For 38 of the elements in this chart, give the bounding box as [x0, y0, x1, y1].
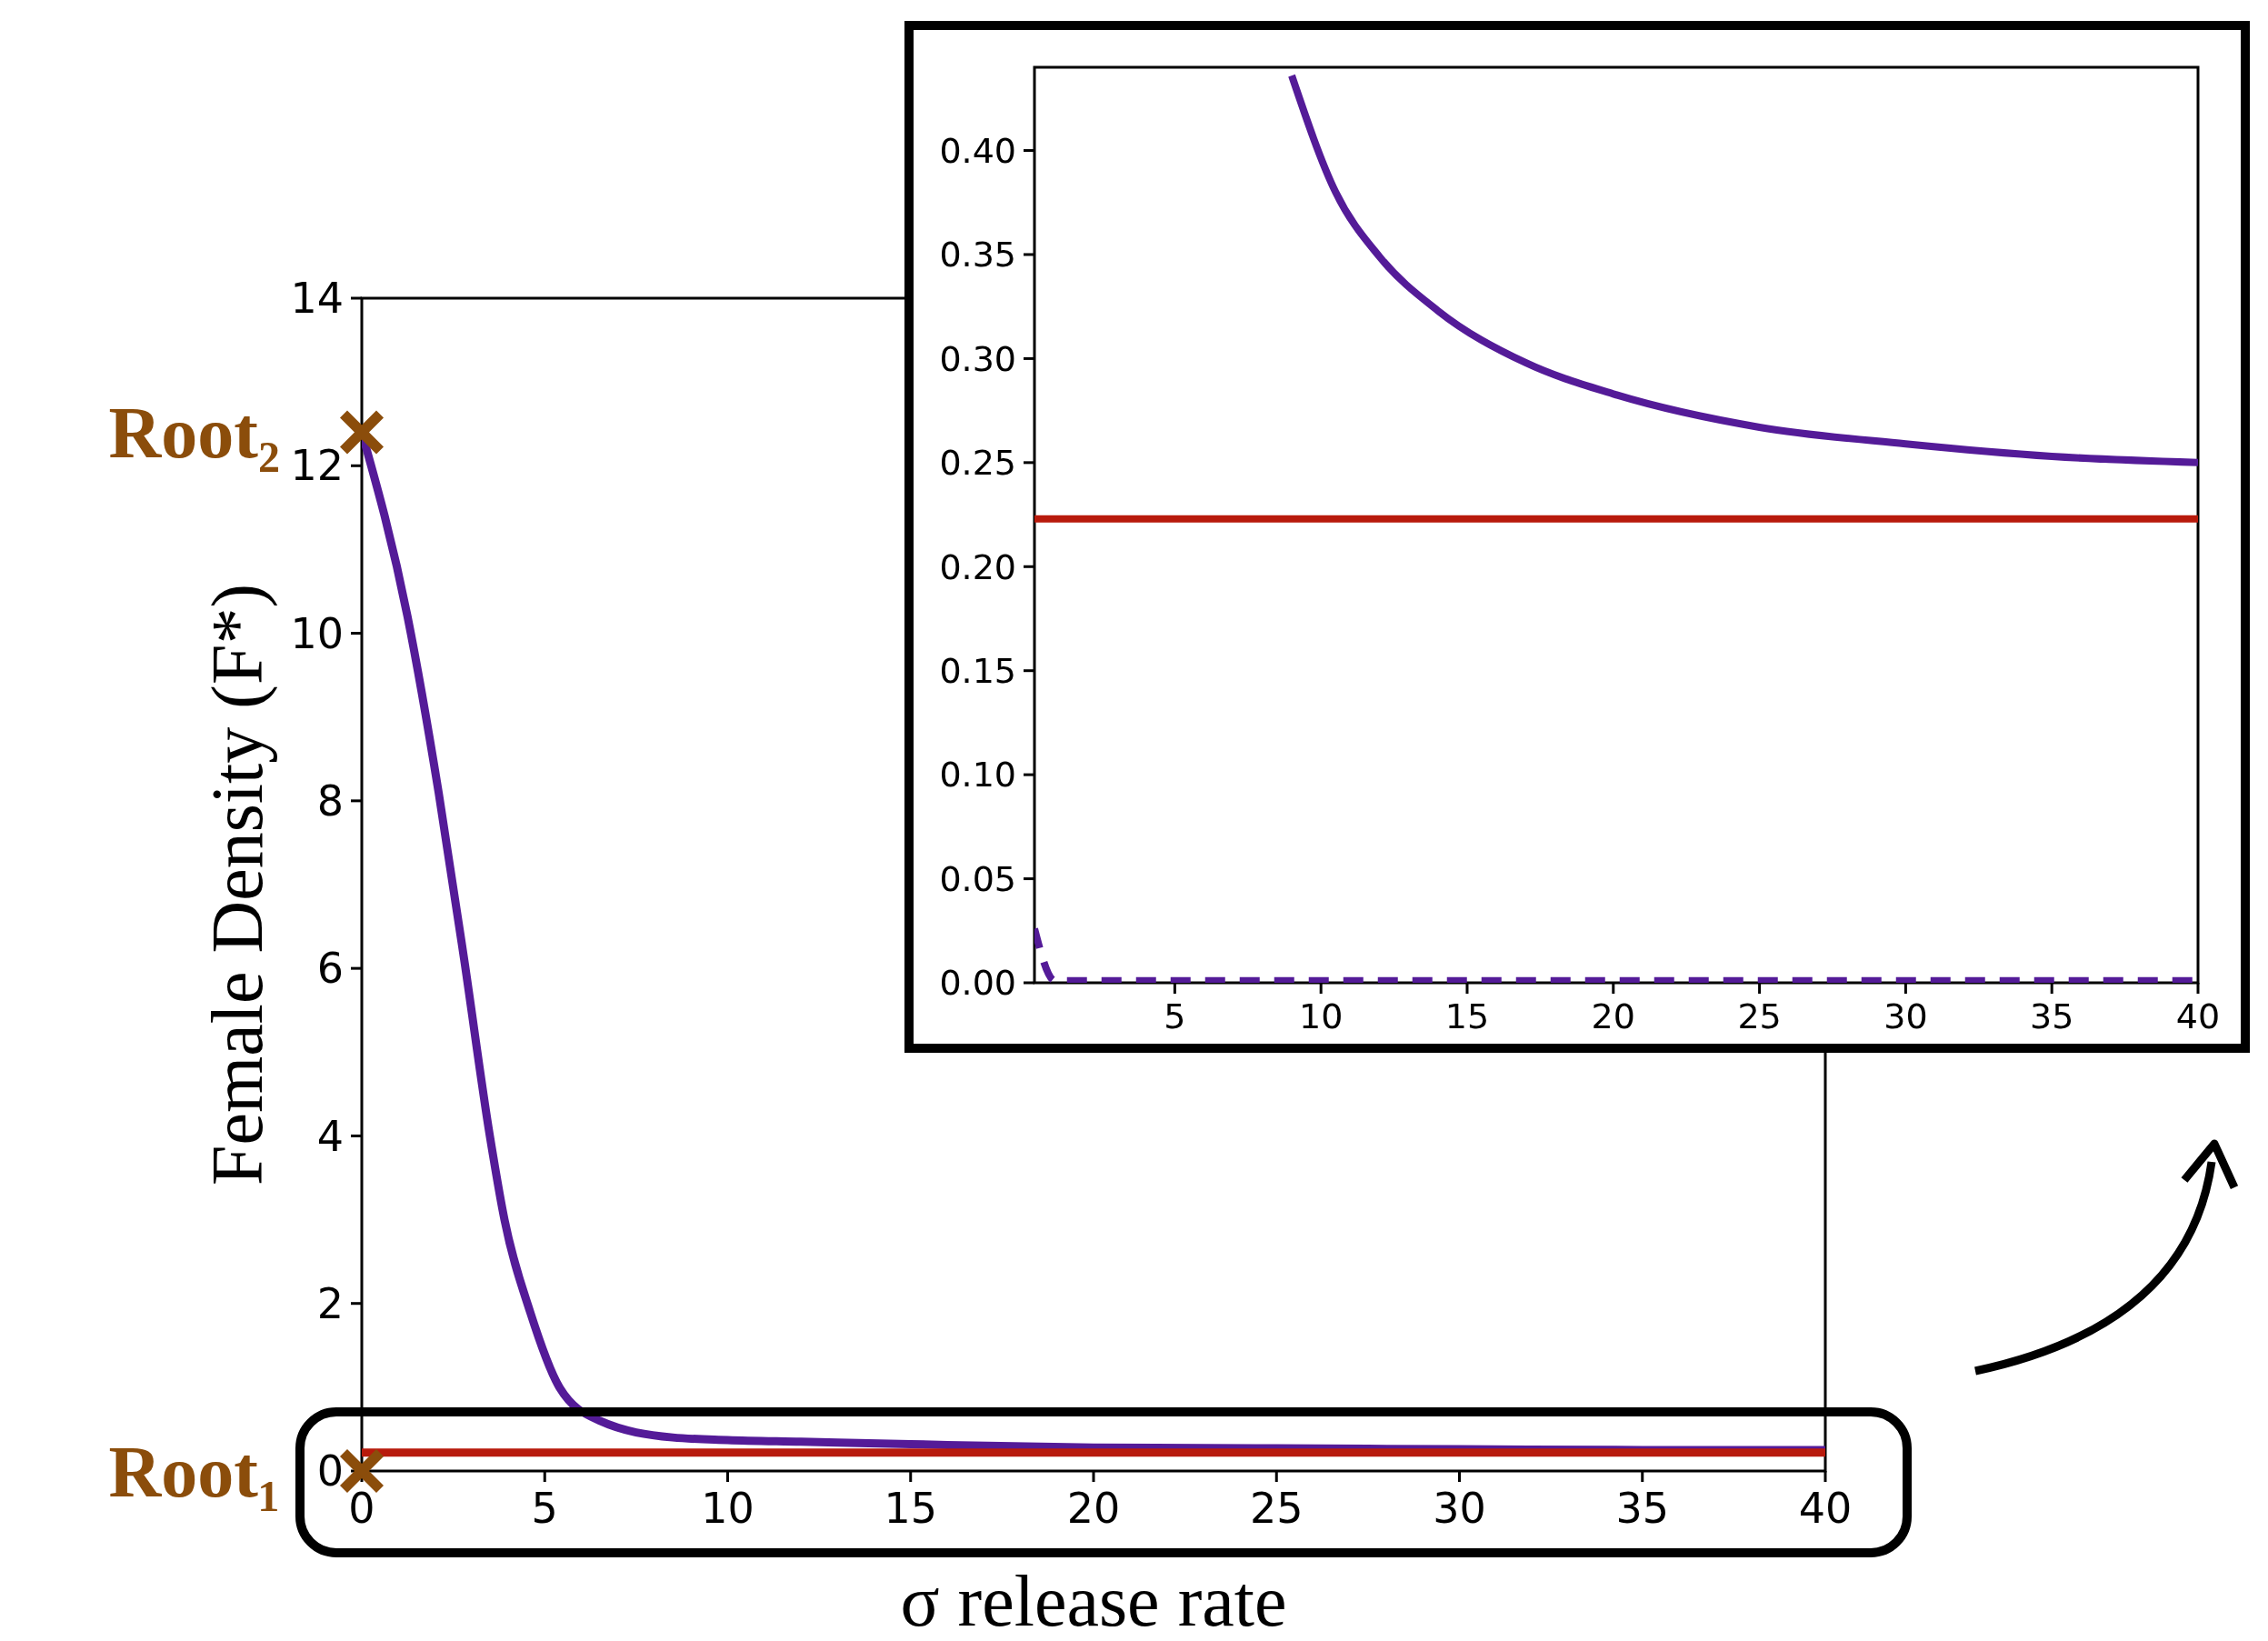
y-tick-label: 2: [316, 1278, 344, 1328]
x-tick-label: 25: [1737, 996, 1782, 1037]
annotation: Root₂: [108, 393, 280, 474]
y-tick-label: 0: [316, 1446, 344, 1496]
x-tick-label: 35: [1615, 1484, 1670, 1534]
x-tick-label: 15: [1444, 996, 1490, 1037]
y-tick-label: 0.15: [939, 651, 1016, 691]
x-tick-label: 35: [2030, 996, 2074, 1037]
y-axis-title: Female Density (F*): [197, 583, 278, 1186]
y-tick-label: 0.10: [939, 755, 1016, 795]
y-tick-label: 0.35: [939, 235, 1016, 275]
x-tick-label: 15: [884, 1484, 938, 1534]
x-tick-label: 5: [531, 1484, 558, 1534]
x-tick-label: 0: [348, 1484, 375, 1534]
y-tick-label: 14: [290, 274, 344, 324]
x-tick-label: 10: [1299, 996, 1344, 1037]
x-tick-label: 20: [1591, 996, 1635, 1037]
x-axis-title: σ release rate: [900, 1561, 1287, 1641]
y-tick-label: 0.30: [939, 338, 1016, 379]
y-tick-label: 0.40: [939, 130, 1016, 171]
x-tick-label: 30: [1883, 996, 1928, 1037]
y-tick-label: 6: [316, 944, 344, 994]
x-tick-label: 10: [701, 1484, 754, 1534]
annotation: Root₁: [108, 1432, 280, 1512]
x-tick-label: 20: [1066, 1484, 1121, 1534]
x-tick-label: 40: [2175, 996, 2221, 1037]
y-tick-label: 0.05: [939, 858, 1016, 899]
y-tick-label: 0.25: [939, 443, 1016, 484]
x-tick-label: 30: [1433, 1484, 1486, 1534]
y-tick-label: 10: [290, 608, 344, 658]
y-tick-label: 12: [290, 441, 344, 491]
x-tick-label: 40: [1798, 1484, 1853, 1534]
y-tick-label: 0.00: [939, 963, 1016, 1004]
x-tick-label: 25: [1249, 1484, 1304, 1534]
y-tick-label: 0.20: [939, 546, 1016, 587]
y-tick-label: 4: [316, 1111, 344, 1161]
x-tick-label: 5: [1164, 996, 1186, 1037]
y-tick-label: 8: [316, 775, 344, 826]
